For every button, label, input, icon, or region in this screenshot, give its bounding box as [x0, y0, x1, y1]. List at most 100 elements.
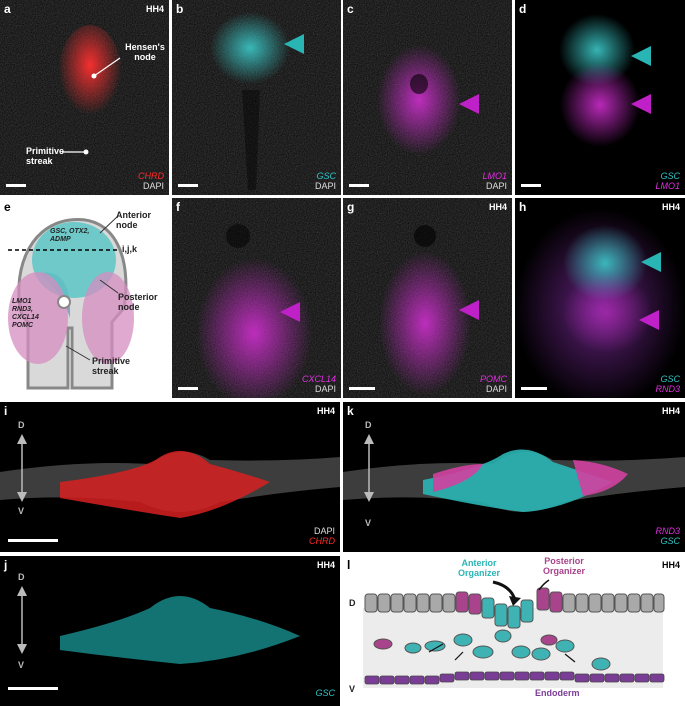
posterior-node-label: Posterior node [118, 292, 158, 312]
ventral-label-i: V [18, 506, 25, 516]
panel-l: l HH4 Anterior Organizer Posterior Organ… [343, 556, 685, 706]
scale-bar-a [6, 184, 26, 187]
panel-c-label: c [347, 2, 354, 16]
panel-c: c LMO1 DAPI [343, 0, 512, 195]
panel-h: h HH4 GSC RND3 [515, 198, 685, 398]
posterior-organizer-cells [373, 587, 563, 650]
arrowhead-magenta-d [631, 94, 651, 114]
posterior-domain-right [82, 272, 134, 364]
gsc-section-signal [423, 449, 613, 512]
panel-d-gene1: GSC [660, 171, 680, 181]
scale-bar-g [349, 387, 375, 390]
panel-f-label: f [176, 200, 180, 214]
panel-k-gene2: GSC [660, 536, 680, 546]
arrowhead-cyan-d [631, 46, 651, 66]
panel-i-stage: HH4 [316, 406, 335, 416]
panel-f-counter: DAPI [314, 384, 336, 394]
panel-b: b GSC DAPI [172, 0, 341, 195]
section-label: i,j,k [122, 244, 138, 254]
panel-j-stage: HH4 [316, 560, 335, 570]
rnd3-section-left [433, 464, 483, 492]
epiblast-cells [364, 593, 665, 613]
panel-h-label: h [519, 200, 527, 214]
posterior-organizer-label: Posterior Organizer [542, 556, 585, 576]
scale-bar-d [521, 184, 541, 187]
anterior-node-label: Anterior node [116, 210, 152, 230]
gsc-j-signal [60, 596, 300, 664]
panel-a: a HH4 Hensen's node Primitive streak CHR… [0, 0, 169, 195]
panel-c-counter: DAPI [485, 181, 507, 191]
panel-d: d GSC LMO1 [515, 0, 685, 195]
chrd-signal [58, 25, 122, 125]
panel-h-gene1: GSC [660, 374, 680, 384]
gsc-signal [210, 12, 290, 84]
panel-j-gene: GSC [315, 688, 335, 698]
panel-d-gene2: LMO1 [655, 181, 680, 191]
arrowhead-magenta-f [280, 302, 300, 322]
primitive-streak-label: Primitive streak [26, 146, 65, 166]
panel-a-label: a [4, 2, 11, 16]
panel-c-gene: LMO1 [482, 171, 507, 181]
panel-i-gene: CHRD [309, 536, 335, 546]
panel-g-counter: DAPI [485, 384, 507, 394]
dorsal-label-j: D [18, 572, 25, 582]
panel-k: k HH4 D V RND3 GSC [343, 402, 685, 552]
cxcl14-signal [196, 258, 312, 398]
anterior-organizer-cells [404, 597, 611, 671]
dorsal-label-i: D [18, 420, 25, 430]
panel-e-label: e [4, 200, 11, 214]
panel-g-gene: POMC [480, 374, 507, 384]
rnd3-section-right [573, 460, 628, 496]
posterior-domain-left [8, 272, 68, 364]
dorsal-label-k: D [365, 420, 372, 430]
scale-bar-j [8, 687, 58, 690]
ventral-label-l: V [349, 684, 356, 694]
panel-k-label: k [347, 404, 354, 418]
panel-l-stage: HH4 [661, 560, 680, 570]
panel-i-label: i [4, 404, 8, 418]
scale-bar-b [178, 184, 198, 187]
scale-bar-f [178, 387, 198, 390]
arrowhead-magenta-g [459, 300, 479, 320]
panel-d-label: d [519, 2, 527, 16]
anterior-genes: GSC, OTX2, ADMP [50, 228, 90, 243]
panel-k-gene1: RND3 [655, 526, 680, 536]
panel-k-stage: HH4 [661, 406, 680, 416]
panel-a-counter: DAPI [142, 181, 164, 191]
endoderm-cells [364, 671, 665, 685]
lmo1-signal [377, 45, 461, 155]
panel-f: f CXCL14 DAPI [172, 198, 341, 398]
panel-i-counter: DAPI [313, 526, 335, 536]
scale-bar-i [8, 539, 58, 542]
panel-j-label: j [4, 558, 8, 572]
posterior-genes: LMO1 RND3, CXCL14 POMC [12, 298, 39, 329]
panel-e: e Anterior node GSC, OTX2, ADMP i,j,k LM… [0, 198, 169, 398]
panel-j: j HH4 D V GSC [0, 556, 340, 706]
endoderm-label: Endoderm [535, 688, 580, 698]
panel-h-gene2: RND3 [655, 384, 680, 394]
hensen-node-label: Hensen's node [125, 42, 165, 62]
panel-b-gene: GSC [316, 171, 336, 181]
scale-bar-c [349, 184, 369, 187]
arrowhead-magenta-h [639, 310, 659, 330]
anterior-organizer-label: Anterior Organizer [457, 558, 500, 578]
panel-f-gene: CXCL14 [301, 374, 336, 384]
panel-b-counter: DAPI [314, 181, 336, 191]
ventral-label-j: V [18, 660, 25, 670]
panel-g: g HH4 POMC DAPI [343, 198, 512, 398]
panel-g-stage: HH4 [488, 202, 507, 212]
panel-h-stage: HH4 [661, 202, 680, 212]
arrowhead-magenta [459, 94, 479, 114]
arrowhead-cyan [284, 34, 304, 54]
panel-a-gene: CHRD [138, 171, 164, 181]
panel-g-label: g [347, 200, 355, 214]
panel-b-label: b [176, 2, 184, 16]
dorsal-label-l: D [349, 598, 356, 608]
panel-a-stage: HH4 [145, 4, 164, 14]
panel-l-label: l [347, 558, 351, 572]
pomc-signal [379, 251, 471, 395]
panel-i: i HH4 D V DAPI CHRD [0, 402, 340, 552]
primitive-streak-e: Primitive streak [92, 356, 131, 376]
scale-bar-h [521, 387, 547, 390]
chrd-section-signal [60, 450, 270, 518]
